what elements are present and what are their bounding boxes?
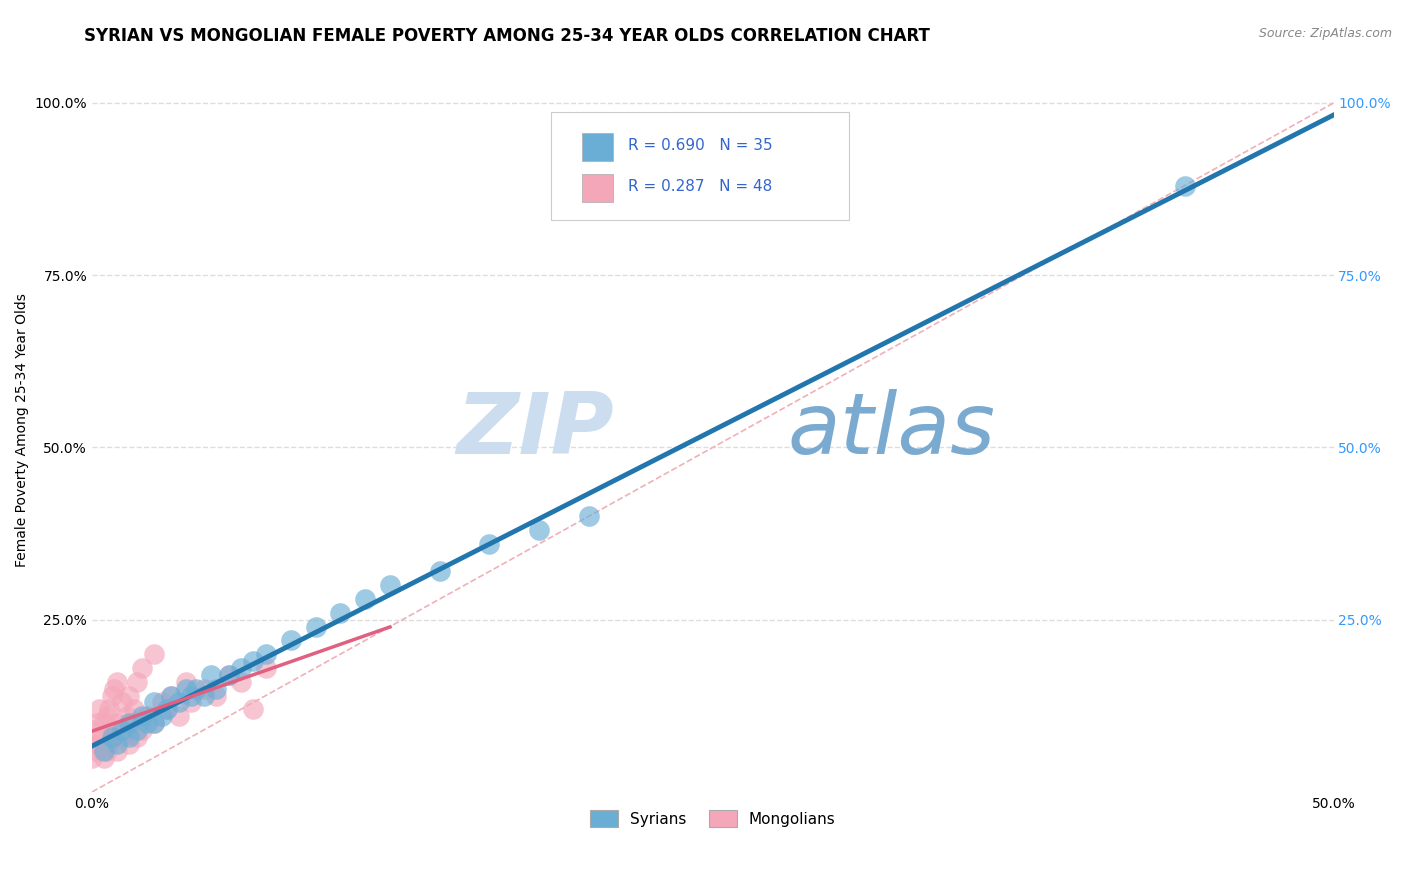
Point [167,695,190,709]
Point [80,750,103,764]
Point [205,681,228,696]
Point [378,578,401,592]
Point [1173,178,1195,193]
Point [118,689,141,703]
Point [125,723,148,737]
Point [180,695,202,709]
Point [105,716,128,731]
Point [155,702,177,716]
Point [218,668,240,682]
Point [112,723,135,737]
Point [176,674,198,689]
Bar [582,133,613,161]
Point [101,730,124,744]
Legend: Syrians, Mongolians: Syrians, Mongolians [582,802,844,835]
Point [91,730,114,744]
Point [478,537,501,551]
Point [105,674,128,689]
Point [103,681,125,696]
Text: Source: ZipAtlas.com: Source: ZipAtlas.com [1258,27,1392,40]
Point [115,709,138,723]
Point [143,716,166,731]
Point [193,681,215,696]
Point [205,689,228,703]
Point [329,606,352,620]
Point [86,744,108,758]
Text: R = 0.287   N = 48: R = 0.287 N = 48 [628,179,773,194]
Point [155,702,177,716]
Point [176,681,198,696]
Point [180,689,202,703]
Point [242,654,264,668]
Point [160,689,183,703]
Point [103,723,125,737]
Point [111,695,134,709]
Point [167,709,190,723]
Point [125,730,148,744]
Point [118,716,141,731]
Point [86,716,108,731]
Point [122,702,145,716]
Point [242,702,264,716]
Point [131,661,153,675]
Point [429,565,451,579]
Point [118,730,141,744]
Point [578,509,600,524]
Point [135,716,157,731]
Point [280,633,302,648]
Point [121,716,143,731]
Point [186,681,208,696]
Text: atlas: atlas [787,389,995,472]
Point [254,661,277,675]
Point [80,723,103,737]
Point [111,730,134,744]
Point [200,668,222,682]
Text: R = 0.690   N = 35: R = 0.690 N = 35 [628,138,773,153]
Point [93,716,115,731]
Point [98,737,121,751]
Point [527,523,550,537]
Point [89,737,111,751]
Point [135,709,157,723]
Point [131,723,153,737]
Point [93,750,115,764]
Point [143,695,166,709]
Y-axis label: Female Poverty Among 25-34 Year Olds: Female Poverty Among 25-34 Year Olds [15,293,30,567]
Point [96,709,118,723]
Point [354,592,377,607]
Point [96,744,118,758]
Point [143,647,166,661]
Point [93,744,115,758]
Text: SYRIAN VS MONGOLIAN FEMALE POVERTY AMONG 25-34 YEAR OLDS CORRELATION CHART: SYRIAN VS MONGOLIAN FEMALE POVERTY AMONG… [84,27,931,45]
Point [125,674,148,689]
Point [111,723,134,737]
Point [254,647,277,661]
Point [101,730,124,744]
Point [160,689,183,703]
Text: ZIP: ZIP [456,389,613,472]
Point [229,661,252,675]
Point [218,668,240,682]
Point [304,619,326,633]
Point [101,689,124,703]
Bar [582,174,613,202]
Point [150,709,173,723]
FancyBboxPatch shape [551,112,849,220]
Point [105,744,128,758]
Point [131,709,153,723]
Point [80,737,103,751]
Point [98,702,121,716]
Point [150,695,173,709]
Point [105,737,128,751]
Point [89,702,111,716]
Point [118,737,141,751]
Point [193,689,215,703]
Point [229,674,252,689]
Point [143,716,166,731]
